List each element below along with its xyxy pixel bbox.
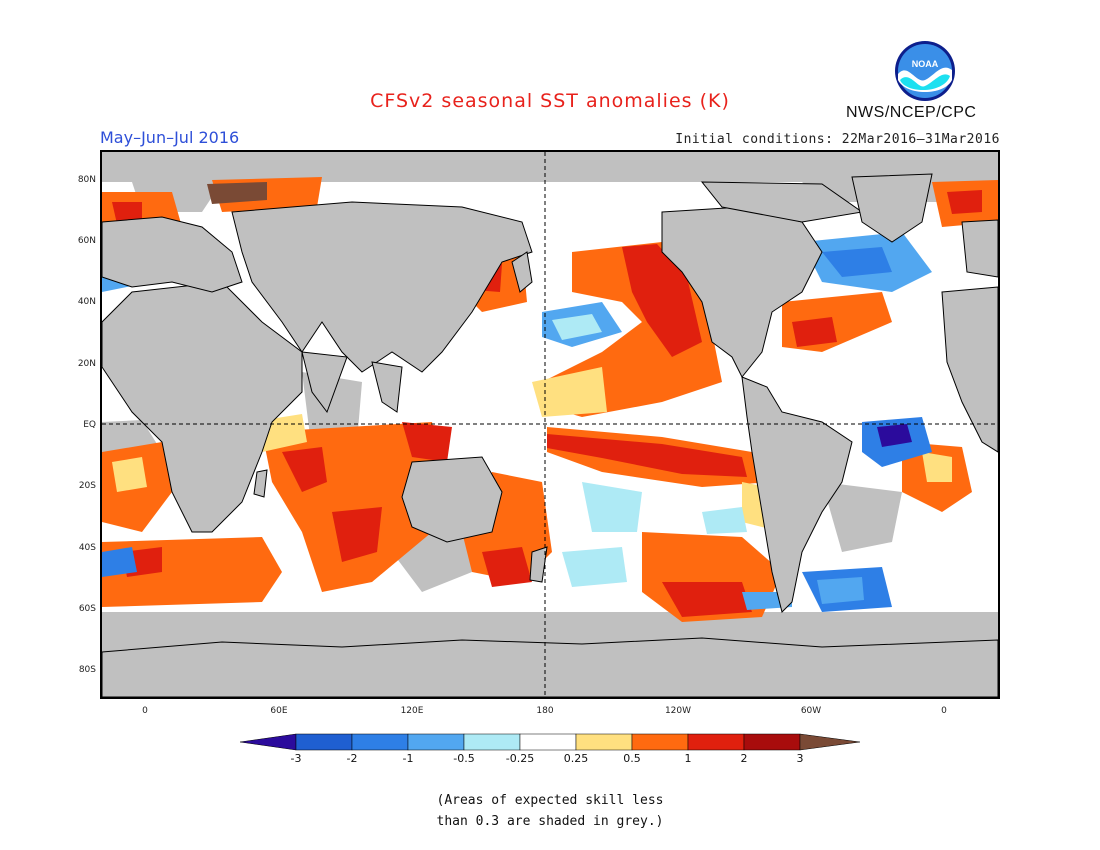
legend-swatch-2 <box>351 733 409 751</box>
land-masses <box>102 173 998 697</box>
legend-swatch-5 <box>519 733 577 751</box>
initial-conditions: Initial conditions: 22Mar2016–31Mar2016 <box>675 132 1000 147</box>
legend-label-neg0-5: -0.5 <box>453 752 475 765</box>
legend-label-neg3: -3 <box>290 752 302 765</box>
noaa-logo-icon: NOAA <box>895 41 955 101</box>
legend-swatch-9 <box>743 733 801 751</box>
svg-text:NOAA: NOAA <box>912 59 939 69</box>
skill-footnote: (Areas of expected skill less than 0.3 a… <box>0 790 1100 832</box>
lon-label-180: 180 <box>536 706 554 716</box>
lon-label-60e: 60E <box>270 706 288 716</box>
legend-label-neg1: -1 <box>402 752 414 765</box>
legend-swatch-10 <box>799 733 861 751</box>
warm-anomalies <box>102 177 998 622</box>
legend-label-0-5: 0.5 <box>623 752 641 765</box>
lat-label-80s: 80S <box>78 665 96 675</box>
lon-label-120w: 120W <box>664 706 692 716</box>
lat-label-60n: 60N <box>77 236 96 246</box>
legend-swatch-4 <box>463 733 521 751</box>
legend-label-3: 3 <box>796 752 804 765</box>
legend-swatch-6 <box>575 733 633 751</box>
organization-label: NWS/NCEP/CPC <box>846 104 977 121</box>
lon-label-0-left: 0 <box>142 706 148 716</box>
lat-label-60s: 60S <box>78 604 96 614</box>
map-title: CFSv2 seasonal SST anomalies (K) <box>370 90 730 112</box>
forecast-period: May–Jun–Jul 2016 <box>100 128 240 147</box>
lat-label-40s: 40S <box>78 543 96 553</box>
lat-label-20s: 20S <box>78 481 96 491</box>
legend-swatch-1 <box>295 733 353 751</box>
legend-swatch-8 <box>687 733 745 751</box>
lon-label-120e: 120E <box>400 706 424 716</box>
lat-label-80n: 80N <box>77 175 96 185</box>
lon-label-60w: 60W <box>800 706 822 716</box>
lat-label-eq: EQ <box>83 420 96 430</box>
lat-label-40n: 40N <box>77 297 96 307</box>
skill-footnote-line1: (Areas of expected skill less <box>436 793 664 808</box>
legend-label-neg2: -2 <box>346 752 358 765</box>
legend-label-1: 1 <box>684 752 692 765</box>
lat-label-20n: 20N <box>77 359 96 369</box>
legend-label-2: 2 <box>740 752 748 765</box>
legend-swatch-3 <box>407 733 465 751</box>
legend-swatch-0 <box>240 733 297 751</box>
skill-footnote-line2: than 0.3 are shaded in grey.) <box>436 814 664 829</box>
color-legend <box>240 733 861 751</box>
sst-anomaly-map <box>100 150 1000 699</box>
lon-label-0-right: 0 <box>941 706 947 716</box>
legend-swatch-7 <box>631 733 689 751</box>
legend-label-neg0-25: -0.25 <box>505 752 535 765</box>
legend-label-0-25: 0.25 <box>563 752 589 765</box>
